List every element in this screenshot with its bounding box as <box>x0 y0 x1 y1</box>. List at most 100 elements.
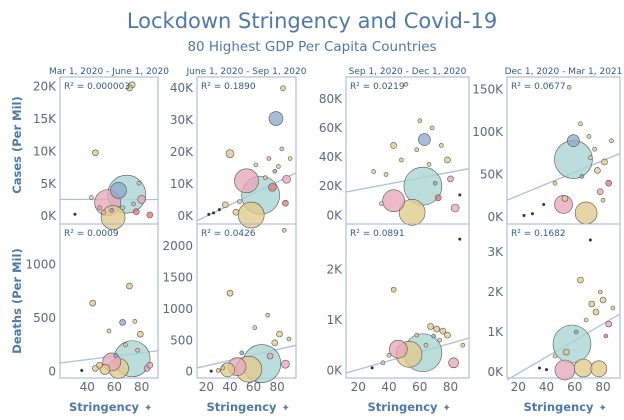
data-point <box>383 172 389 177</box>
cases-subplot: 0K 20K 40K 60K 80K R² = 0.0219 <box>319 76 470 226</box>
data-point <box>596 188 604 196</box>
data-point <box>566 84 572 90</box>
data-point <box>215 368 221 373</box>
data-point <box>552 353 558 359</box>
y-tick-label: 0K <box>326 208 343 222</box>
data-point <box>266 156 272 161</box>
x-tick-label: 60 <box>567 380 582 394</box>
x-tick-label: 80 <box>595 380 610 394</box>
data-point <box>434 194 442 202</box>
data-point <box>379 201 384 206</box>
deaths-frame <box>345 223 470 379</box>
data-point <box>99 364 111 375</box>
r-squared-label: R² = 0.0219 <box>350 82 405 92</box>
data-point <box>110 182 127 199</box>
y-tick-label: 30K <box>170 113 194 127</box>
data-point <box>226 289 234 297</box>
data-point <box>126 84 133 92</box>
panels-grid: Mar 1, 2020 - June 1, 2020 0K 5K 10K 15K 20K R… <box>25 67 622 414</box>
data-point <box>567 134 580 148</box>
data-point <box>120 205 125 211</box>
chart-title: Lockdown Stringency and Covid-19 <box>127 9 497 33</box>
data-point <box>537 366 541 370</box>
deaths-subplot: 0K 1K 2K 3K R² = 0.1682 <box>487 223 621 381</box>
data-point <box>126 282 133 290</box>
y-tick-label: 40K <box>170 81 194 95</box>
data-point <box>252 325 258 331</box>
data-point <box>399 157 404 163</box>
data-point <box>590 360 608 378</box>
x-tick-label: 40 <box>222 380 237 394</box>
data-point <box>414 147 420 153</box>
y-tick-label: 10K <box>170 177 194 191</box>
cases-subplot: 0K 10K 20K 30K 40K R² = 0.1890 <box>170 76 297 229</box>
data-point <box>97 205 102 211</box>
r-squared-label: R² = 0.0009 <box>64 229 119 239</box>
y-tick-label: 20K <box>319 179 343 193</box>
data-point <box>390 286 397 293</box>
x-tick-label: 20 <box>199 380 214 394</box>
deaths-frame <box>59 223 159 379</box>
x-axis-label: Stringency <box>206 400 277 414</box>
y-tick-label: 0K <box>40 209 57 223</box>
chart-subtitle: 80 Highest GDP Per Capita Countries <box>187 39 436 55</box>
x-tick-label: 40 <box>381 380 396 394</box>
row-label-deaths: Deaths (Per Mil) <box>10 248 24 353</box>
data-point <box>439 143 444 148</box>
row-label-cases: Cases (Per Mil) <box>10 96 24 193</box>
y-tick-label: 100K <box>472 125 504 139</box>
data-point <box>132 319 138 324</box>
data-point <box>444 156 451 164</box>
data-point <box>380 360 386 366</box>
data-point <box>135 347 140 353</box>
data-point <box>279 146 285 152</box>
data-point <box>573 329 579 335</box>
data-point <box>276 330 283 338</box>
data-point <box>119 319 126 326</box>
data-point <box>263 175 268 180</box>
y-tick-label: 1000 <box>162 302 193 316</box>
y-tick-label: 1000 <box>25 258 56 272</box>
data-point <box>403 81 409 87</box>
x-axis-label: Stringency <box>69 400 140 414</box>
pin-icon: ✦ <box>599 403 607 414</box>
r-squared-label: R² = 0.0677 <box>511 82 566 92</box>
r-squared-label: R² = 0.1682 <box>511 229 566 239</box>
panel-3: Sep 1, 2020 - Dec 1, 2020 0K 20K 40K 60K 80K R… <box>319 67 470 414</box>
data-point <box>601 158 608 166</box>
data-point <box>573 358 593 378</box>
y-tick-label: 20K <box>33 80 57 94</box>
data-point <box>592 146 597 152</box>
y-tick-label: 0K <box>487 210 504 224</box>
data-point <box>447 175 454 183</box>
data-point <box>80 369 84 373</box>
data-point <box>432 180 438 186</box>
panel-period-label: Dec 1, 2020 - Mar 1, 2021 <box>505 67 623 77</box>
data-point <box>123 342 128 348</box>
data-point <box>272 168 278 174</box>
data-point <box>137 330 144 338</box>
data-point <box>146 211 154 219</box>
y-tick-label: 80K <box>319 92 343 106</box>
data-point <box>444 331 451 339</box>
y-tick-label: 2K <box>326 262 343 276</box>
data-point <box>588 238 592 242</box>
y-tick-label: 40K <box>319 150 343 164</box>
data-point <box>371 169 376 174</box>
data-point <box>610 305 616 311</box>
cases-subplot: 0K 50K 100K 150K R² = 0.0677 <box>472 76 621 225</box>
data-point <box>281 359 290 369</box>
data-point <box>418 133 431 146</box>
data-point <box>398 199 426 226</box>
data-point <box>600 197 606 203</box>
data-point <box>609 138 614 144</box>
panel-2: June 1, 2020 - Sep 1, 2020 0K 10K 20K 30K 40K… <box>162 67 306 414</box>
data-point <box>588 300 596 308</box>
x-tick-label: 80 <box>270 380 285 394</box>
data-point <box>232 208 240 216</box>
data-point <box>266 352 274 360</box>
y-tick-label: 15K <box>33 112 57 126</box>
data-point <box>554 359 576 381</box>
data-point <box>220 365 226 371</box>
